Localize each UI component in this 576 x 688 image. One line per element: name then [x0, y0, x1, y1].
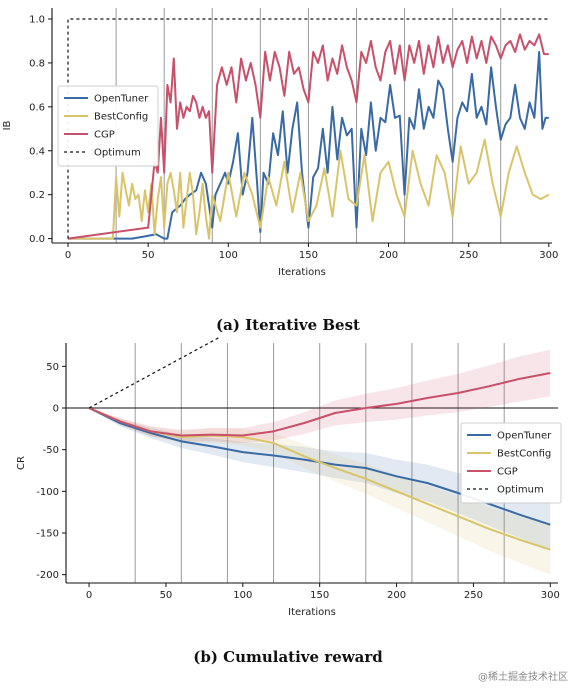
chart-iterative-best: 0 50 100 150 200 250 300 0.0 0.2 0.4 0.6 0.8 1.0 Iter… — [2, 8, 558, 278]
legend-entry-label: BestConfig — [497, 449, 551, 460]
legend-box — [57, 85, 159, 167]
y-tick-label: 0.0 — [29, 234, 45, 245]
x-tick-label: 200 — [387, 590, 406, 601]
x-tick-label: 100 — [233, 590, 252, 601]
legend-box — [460, 422, 562, 504]
x-tick-label: 0 — [86, 590, 92, 601]
y-tick-label: 0.2 — [29, 190, 45, 201]
y-tick-label: 50 — [46, 362, 59, 373]
y-tick-label: -50 — [43, 445, 59, 456]
legend-entry-label: BestConfig — [94, 112, 148, 123]
caption-iterative-best: (a) Iterative Best — [216, 316, 360, 334]
y-axis-label: CR — [16, 456, 27, 470]
x-tick-label: 0 — [65, 250, 71, 261]
y-tick-label: 0.8 — [29, 58, 45, 69]
confidence-band — [89, 408, 551, 550]
legend-entry-label: CGP — [94, 130, 115, 141]
series-line — [67, 33, 549, 240]
watermark-text: @稀土掘金技术社区 — [478, 670, 568, 683]
y-tick-label: -150 — [36, 529, 59, 540]
chart-legend: OpenTuner BestConfig CGP Optimum — [57, 85, 159, 167]
series-line — [88, 336, 221, 409]
y-tick-label: 0 — [53, 404, 59, 415]
confidence-band — [89, 349, 551, 443]
x-tick-label: 50 — [142, 250, 155, 261]
y-tick-label: 0.6 — [29, 102, 45, 113]
x-axis-label: Iterations — [288, 607, 336, 618]
x-tick-label: 250 — [464, 590, 483, 601]
chart-cumulative-reward: 0 50 100 150 200 250 300 50 0 -50 -100 -150 -200 Iter… — [16, 336, 562, 618]
y-tick-label: -200 — [36, 570, 59, 581]
x-tick-label: 100 — [219, 250, 238, 261]
y-tick-label: 0.4 — [29, 146, 45, 157]
legend-entry-label: Optimum — [94, 148, 141, 159]
legend-entry-label: OpenTuner — [497, 431, 552, 442]
x-tick-label: 150 — [299, 250, 318, 261]
y-tick-label: 1.0 — [29, 14, 45, 25]
series-line — [68, 138, 550, 240]
confidence-band — [89, 408, 551, 575]
chart-legend: OpenTuner BestConfig CGP Optimum — [460, 422, 562, 504]
y-axis-label: IB — [2, 120, 13, 130]
legend-entry-label: OpenTuner — [94, 94, 149, 105]
caption-cumulative-reward: (b) Cumulative reward — [193, 648, 383, 666]
x-tick-label: 150 — [310, 590, 329, 601]
series-line — [68, 50, 549, 240]
y-tick-label: -100 — [36, 487, 59, 498]
x-tick-label: 50 — [160, 590, 173, 601]
x-tick-label: 200 — [379, 250, 398, 261]
x-tick-label: 250 — [459, 250, 478, 261]
x-tick-label: 300 — [541, 590, 560, 601]
x-tick-label: 300 — [539, 250, 558, 261]
series-line — [88, 372, 551, 437]
x-axis-label: Iterations — [278, 267, 326, 278]
legend-entry-label: CGP — [497, 467, 518, 478]
legend-entry-label: Optimum — [497, 485, 544, 496]
